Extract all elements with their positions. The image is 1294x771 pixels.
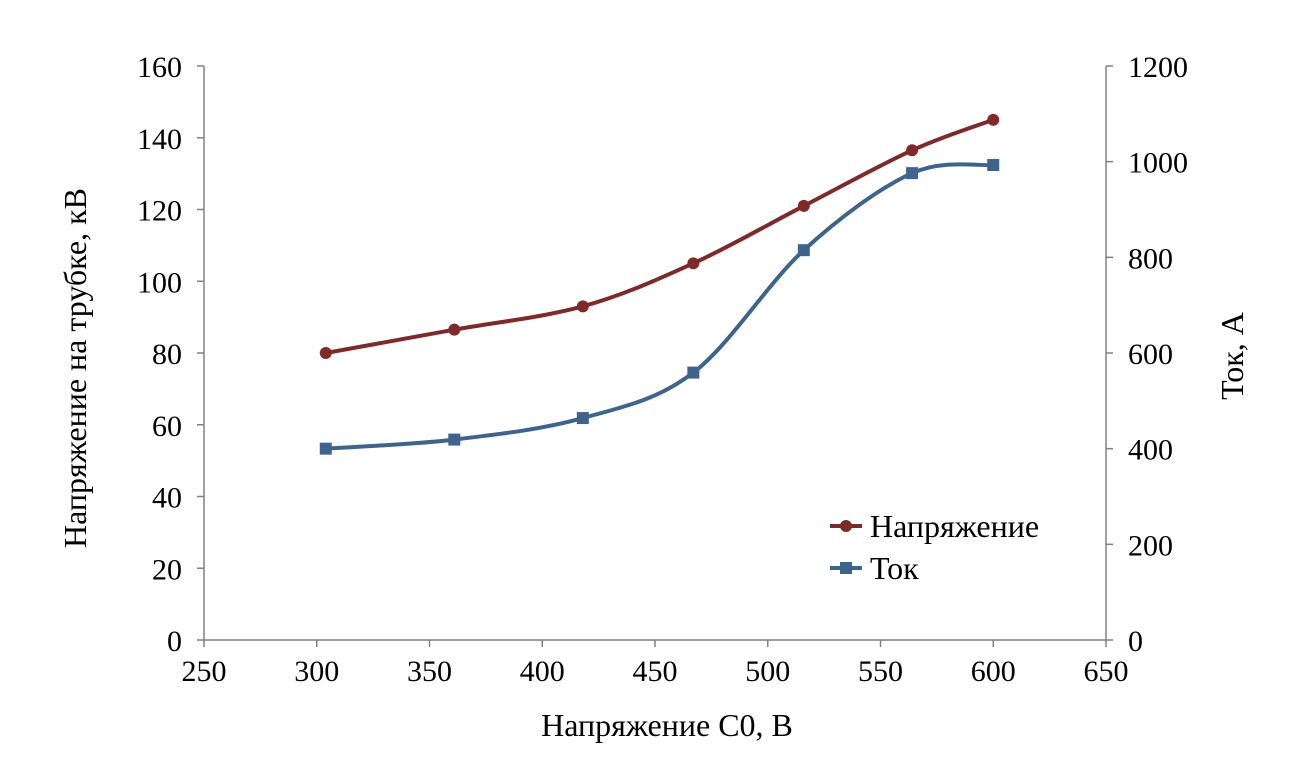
y-tick-label: 40 (152, 482, 182, 515)
data-point (576, 412, 589, 425)
y2-tick-label: 1000 (1128, 147, 1188, 180)
y2-tick-label: 1200 (1128, 51, 1188, 84)
series-layer (319, 113, 1000, 455)
series-current (319, 159, 1000, 455)
y2-tick-label: 400 (1128, 434, 1173, 467)
legend-label-voltage: Напряжение (870, 508, 1039, 544)
x-tick-label: 600 (971, 655, 1016, 688)
y2-tick-label: 600 (1128, 338, 1173, 371)
x-tick-label: 400 (520, 655, 565, 688)
x-tick-label: 550 (858, 655, 903, 688)
legend-marker-current (840, 562, 852, 574)
data-point (687, 366, 700, 379)
y2-tick-label: 0 (1128, 625, 1143, 658)
y-tick-label: 20 (152, 553, 182, 586)
x-tick-label: 650 (1084, 655, 1129, 688)
y-tick-label: 0 (167, 625, 182, 658)
data-point (797, 199, 810, 212)
y-tick-label: 160 (137, 51, 182, 84)
x-tick-label: 300 (294, 655, 339, 688)
y-tick-label: 80 (152, 338, 182, 371)
legend: Напряжение Ток (830, 508, 1039, 586)
data-point (987, 113, 1000, 126)
series-line (325, 162, 994, 451)
x-tick-label: 250 (182, 655, 227, 688)
y-tick-label: 140 (137, 123, 182, 156)
x-ticks: 250 300 350 400 450 500 550 600 650 (182, 640, 1129, 688)
axes (203, 66, 1107, 641)
y-axis-right-title: Ток, А (1214, 312, 1250, 400)
y2-tick-label: 800 (1128, 242, 1173, 275)
data-point (906, 167, 919, 180)
legend-label-current: Ток (870, 550, 919, 586)
data-point (906, 144, 919, 157)
y-tick-label: 60 (152, 410, 182, 443)
x-tick-label: 350 (407, 655, 452, 688)
y-tick-label: 120 (137, 195, 182, 228)
data-point (797, 244, 810, 257)
data-point (687, 257, 700, 270)
data-point (448, 323, 461, 336)
data-point (319, 347, 332, 359)
data-point (448, 433, 461, 446)
x-axis-title: Напряжение C0, В (541, 707, 793, 743)
legend-marker-voltage (840, 520, 852, 532)
data-point (319, 442, 332, 455)
y-ticks-right: 0 200 400 600 800 1000 1200 (1106, 51, 1188, 658)
x-tick-label: 450 (633, 655, 678, 688)
x-tick-label: 500 (745, 655, 790, 688)
series-line (325, 117, 994, 355)
y-axis-left-title: Напряжение на трубке, кВ (57, 188, 93, 548)
series-voltage (319, 113, 1000, 359)
data-point (987, 159, 1000, 172)
data-point (576, 300, 589, 313)
y2-tick-label: 200 (1128, 529, 1173, 562)
y-tick-label: 100 (137, 266, 182, 299)
y-ticks-left: 0 20 40 60 80 100 120 140 160 (137, 51, 204, 658)
